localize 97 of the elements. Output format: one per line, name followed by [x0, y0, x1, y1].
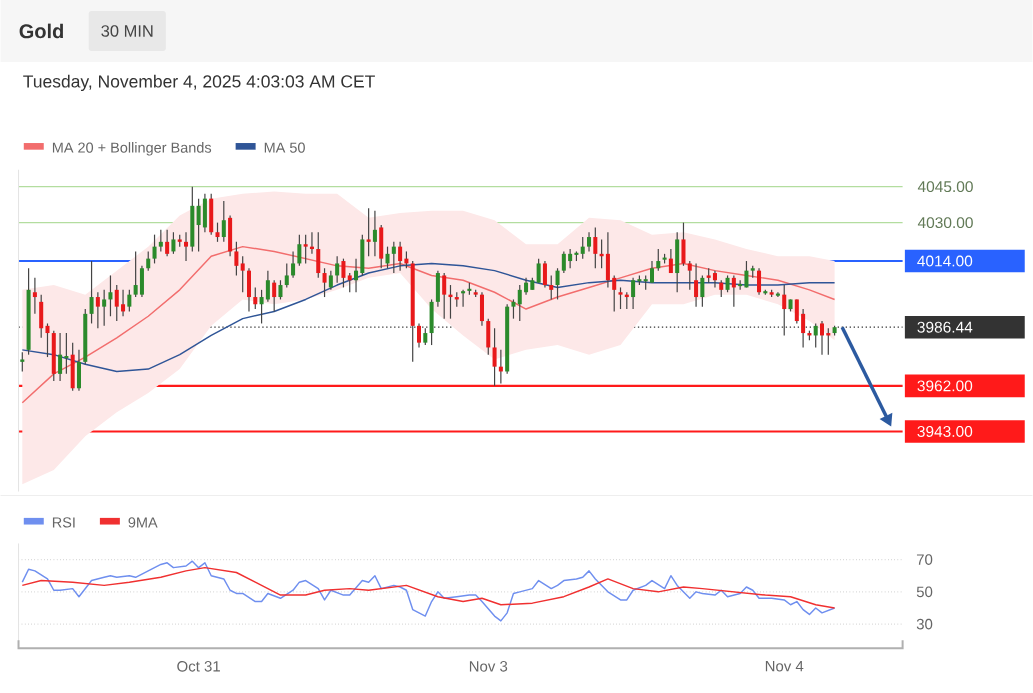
candlestick — [568, 248, 573, 269]
candlestick — [782, 284, 787, 336]
x-tick-label: Nov 4 — [765, 660, 804, 672]
candlestick — [291, 250, 296, 279]
chart-subtitle: Tuesday, November 4, 2025 4:03:03 AM CET — [23, 74, 375, 91]
candlestick — [253, 286, 258, 310]
candlestick — [354, 257, 359, 293]
candlestick — [114, 284, 119, 322]
candlestick — [20, 351, 25, 372]
candlestick — [335, 255, 340, 284]
candlestick — [448, 284, 453, 320]
x-tick-label: Nov 3 — [469, 660, 508, 672]
candlestick — [794, 298, 799, 324]
candlestick — [303, 233, 308, 264]
candlestick — [694, 262, 699, 308]
candlestick — [542, 260, 547, 288]
candlestick — [133, 250, 138, 298]
candlestick — [234, 241, 239, 276]
candlestick — [121, 289, 126, 317]
candlestick — [612, 274, 617, 312]
candlestick — [536, 257, 541, 284]
candlestick — [108, 274, 113, 317]
candlestick — [731, 274, 736, 308]
candlestick — [618, 286, 623, 310]
candlestick — [656, 248, 661, 272]
candlestick — [391, 241, 396, 274]
candlestick — [278, 279, 283, 300]
candlestick — [712, 269, 717, 288]
candlestick — [259, 289, 264, 324]
candlestick — [240, 255, 245, 293]
candlestick — [272, 279, 277, 312]
candlestick — [102, 289, 107, 327]
candlestick — [284, 262, 289, 288]
y-tick-label: 3962.00 — [917, 380, 973, 392]
candlestick — [58, 332, 63, 382]
candlestick — [561, 250, 566, 274]
candlestick — [215, 221, 220, 243]
candlestick — [158, 229, 163, 252]
y-tick-label: 4014.00 — [917, 255, 973, 267]
candlestick — [744, 260, 749, 288]
candlestick — [700, 274, 705, 308]
x-tick-label: Oct 31 — [177, 660, 220, 672]
legend-label: RSI — [52, 517, 75, 528]
text: 30 MIN — [101, 24, 153, 37]
candlestick — [328, 269, 333, 291]
candlestick — [511, 298, 516, 320]
candlestick — [549, 274, 554, 300]
legend-label: 9MA — [128, 517, 158, 528]
candlestick — [517, 284, 522, 322]
chart-title: Gold — [19, 23, 63, 39]
candlestick — [366, 207, 371, 257]
candlestick — [146, 250, 151, 272]
candlestick — [555, 267, 560, 300]
candlestick — [316, 231, 321, 279]
candlestick — [649, 260, 654, 284]
candlestick — [687, 260, 692, 291]
candlestick — [196, 197, 201, 252]
candlestick — [165, 229, 170, 257]
candlestick — [171, 231, 176, 255]
y-tick-label: 3986.44 — [917, 321, 973, 333]
candlestick — [819, 320, 825, 356]
candlestick — [587, 231, 592, 252]
y-tick-label: 70 — [916, 554, 933, 565]
candlestick — [631, 277, 636, 310]
candlestick — [668, 248, 673, 274]
candlestick — [813, 322, 818, 348]
candlestick — [32, 277, 37, 315]
candlestick — [757, 267, 762, 296]
candlestick — [442, 272, 447, 320]
y-tick-label: 30 — [916, 618, 933, 630]
candlestick — [45, 322, 50, 358]
legend-label: MA 50 — [264, 142, 305, 153]
candlestick — [341, 257, 346, 288]
candlestick — [372, 209, 377, 257]
candlestick — [492, 327, 497, 387]
candlestick — [184, 231, 189, 262]
candlestick — [385, 245, 390, 269]
candlestick — [580, 236, 585, 260]
y-tick-label: 50 — [916, 586, 933, 598]
candlestick — [89, 260, 94, 324]
candlestick — [265, 269, 270, 303]
candlestick — [593, 226, 598, 269]
y-tick-label: 3943.00 — [917, 425, 973, 437]
y-tick-label: 4030.00 — [917, 217, 973, 228]
candlestick — [152, 233, 157, 264]
candlestick — [347, 272, 352, 293]
candlestick — [322, 267, 327, 298]
candlestick — [416, 322, 422, 348]
candlestick — [398, 241, 403, 272]
y-tick-label: 4045.00 — [917, 181, 973, 192]
candlestick — [221, 200, 226, 243]
candlestick — [95, 291, 100, 329]
candlestick — [681, 221, 686, 267]
legend-label: MA 20 + Bollinger Bands — [52, 141, 212, 156]
candlestick — [297, 233, 302, 267]
candlestick — [127, 289, 132, 312]
candlestick — [801, 308, 806, 348]
